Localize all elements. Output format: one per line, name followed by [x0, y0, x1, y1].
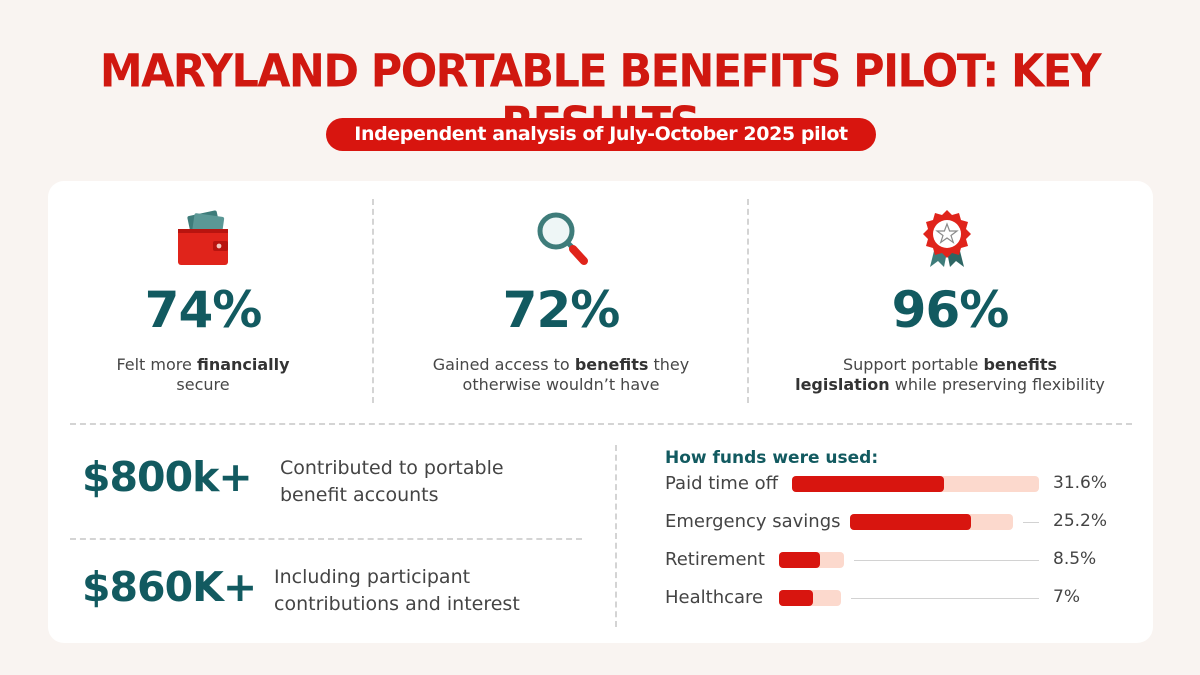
bar-value-label: 8.5% [1053, 549, 1097, 569]
subtitle-badge: Independent analysis of July-October 202… [326, 118, 876, 151]
stat-description: Felt more financially secure [116, 355, 290, 394]
bar-fill [779, 590, 813, 606]
bar-label: Retirement [665, 549, 765, 570]
bar-fill [779, 552, 820, 568]
total-contributed-value: $800k+ [82, 453, 253, 501]
wallet-icon [178, 210, 228, 265]
bar-fill [792, 476, 944, 492]
bar-label: Healthcare [665, 587, 764, 608]
total-contributed-desc: Contributed to portable benefit accounts [280, 457, 504, 506]
total-with-interest-desc: Including participant contributions and i… [274, 566, 520, 615]
bar-value-label: 7% [1053, 587, 1080, 607]
bar-fill [850, 514, 972, 530]
bar-value-label: 25.2% [1053, 511, 1108, 531]
stat-legislation-support: 96% Support portable benefits legislatio… [760, 181, 1140, 411]
bar-leader-line [1023, 522, 1039, 523]
column-divider [747, 199, 749, 403]
bar-label: Paid time off [665, 473, 779, 494]
chart-divider [615, 445, 617, 627]
bar-leader-line [851, 598, 1039, 599]
chart-title: How funds were used: [665, 448, 879, 468]
stat-value: 96% [891, 281, 1010, 339]
results-card: 74% Felt more financially secure 72% Gai… [48, 181, 1153, 643]
stat-benefit-access: 72% Gained access to benefits they other… [386, 181, 736, 411]
bar-value-label: 31.6% [1053, 473, 1108, 493]
award-ribbon-icon [923, 210, 971, 267]
magnifying-glass-icon [537, 212, 588, 265]
stat-value: 72% [502, 281, 621, 339]
bar-leader-line [854, 560, 1039, 561]
totals-divider [70, 538, 582, 540]
total-with-interest-value: $860K+ [82, 563, 257, 611]
section-divider [70, 423, 1132, 425]
stat-value: 74% [144, 281, 263, 339]
bar-label: Emergency savings [665, 511, 841, 532]
stat-description: Gained access to benefits they otherwise… [432, 355, 690, 394]
stat-financially-secure: 74% Felt more financially secure [48, 181, 358, 411]
column-divider [372, 199, 374, 403]
stat-description: Support portable benefits legislation wh… [795, 355, 1105, 394]
